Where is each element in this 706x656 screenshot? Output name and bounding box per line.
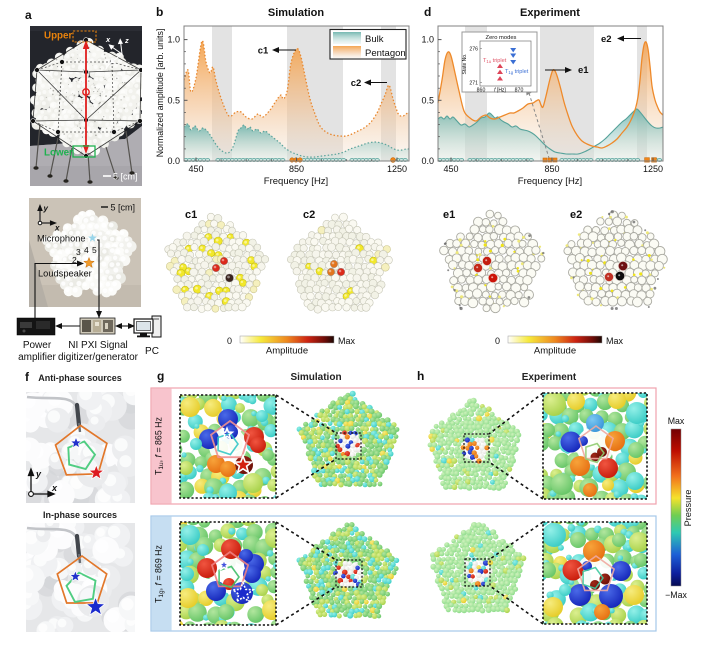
svg-text:e1: e1: [578, 65, 589, 76]
svg-text:Max: Max: [606, 336, 624, 346]
svg-text:0.5: 0.5: [167, 95, 180, 105]
svg-text:e2: e2: [570, 209, 582, 221]
svg-text:0: 0: [227, 336, 232, 346]
svg-text:Pentagon: Pentagon: [365, 48, 406, 59]
svg-text:Microphone: Microphone: [37, 234, 86, 244]
svg-text:T1g, f = 869 Hz: T1g, f = 869 Hz: [154, 545, 166, 603]
svg-text:Pressure: Pressure: [683, 490, 693, 527]
svg-text:y: y: [35, 469, 42, 479]
svg-text:1.0: 1.0: [167, 35, 180, 45]
svg-text:a: a: [25, 8, 32, 22]
svg-text:b: b: [156, 5, 163, 19]
svg-text:Frequency [Hz]: Frequency [Hz]: [264, 176, 328, 187]
svg-text:g: g: [157, 369, 164, 383]
svg-text:860: 860: [477, 88, 486, 94]
svg-text:State No.: State No.: [462, 54, 468, 75]
svg-text:870: 870: [515, 88, 524, 94]
svg-text:c1: c1: [185, 209, 197, 221]
svg-text:450: 450: [188, 164, 203, 174]
svg-text:−Max: −Max: [665, 590, 687, 600]
svg-text:Max: Max: [338, 336, 356, 346]
svg-text:0.5: 0.5: [421, 95, 434, 105]
svg-text:Lower: Lower: [44, 148, 73, 159]
svg-text:Frequency [Hz]: Frequency [Hz]: [518, 176, 582, 187]
svg-text:Anti-phase sources: Anti-phase sources: [38, 373, 122, 383]
svg-text:Upper: Upper: [44, 31, 72, 42]
svg-text:Amplitude: Amplitude: [534, 346, 576, 357]
svg-text:d: d: [424, 5, 431, 19]
svg-text:Max: Max: [668, 416, 685, 426]
svg-text:271: 271: [469, 81, 478, 87]
svg-text:x: x: [51, 483, 58, 493]
svg-text:Loudspeaker: Loudspeaker: [38, 269, 92, 279]
svg-text:y: y: [43, 204, 49, 213]
svg-text:Experiment: Experiment: [520, 7, 580, 19]
svg-text:f [Hz]: f [Hz]: [494, 88, 506, 94]
svg-text:5: 5: [92, 245, 97, 255]
svg-text:Normalized amplitude [arb. uni: Normalized amplitude [arb. units]: [155, 29, 165, 158]
svg-text:z: z: [124, 36, 129, 45]
svg-text:Simulation: Simulation: [268, 7, 325, 19]
svg-text:3: 3: [76, 247, 81, 257]
svg-text:Simulation: Simulation: [290, 372, 341, 383]
svg-text:c2: c2: [351, 78, 362, 89]
svg-text:y: y: [104, 61, 110, 70]
svg-text:Experiment: Experiment: [522, 372, 577, 383]
svg-text:450: 450: [443, 164, 458, 174]
svg-text:digitizer/generator: digitizer/generator: [58, 352, 139, 363]
svg-text:Zero modes: Zero modes: [486, 35, 517, 41]
svg-text:T1u, f = 865 Hz: T1u, f = 865 Hz: [154, 417, 166, 475]
svg-text:x: x: [105, 35, 111, 44]
svg-text:850: 850: [544, 164, 559, 174]
svg-text:PC: PC: [145, 346, 159, 357]
svg-text:T1g triplet: T1g triplet: [505, 69, 529, 75]
svg-text:Amplitude: Amplitude: [266, 346, 308, 357]
svg-text:0: 0: [495, 336, 500, 346]
svg-text:NI PXI Signal: NI PXI Signal: [68, 340, 127, 351]
svg-text:h: h: [417, 369, 424, 383]
svg-text:c2: c2: [303, 209, 315, 221]
svg-text:0.0: 0.0: [421, 156, 434, 166]
svg-text:T1u triplet: T1u triplet: [483, 58, 507, 64]
svg-text:4: 4: [84, 245, 89, 255]
svg-text:850: 850: [289, 164, 304, 174]
svg-text:e2: e2: [601, 34, 612, 45]
svg-text:0.0: 0.0: [167, 156, 180, 166]
svg-text:e1: e1: [443, 209, 455, 221]
svg-text:1.0: 1.0: [421, 35, 434, 45]
svg-text:5 [cm]: 5 [cm]: [111, 203, 136, 213]
svg-text:276: 276: [469, 47, 478, 53]
svg-text:5 [cm]: 5 [cm]: [113, 172, 138, 182]
svg-text:f: f: [25, 370, 30, 384]
svg-text:2: 2: [72, 255, 77, 265]
svg-text:In-phase sources: In-phase sources: [43, 510, 117, 520]
svg-text:Bulk: Bulk: [365, 34, 384, 45]
svg-text:Power: Power: [23, 340, 52, 351]
svg-text:1250: 1250: [387, 164, 407, 174]
svg-text:amplifier: amplifier: [18, 352, 56, 363]
svg-text:x: x: [54, 224, 60, 233]
svg-text:1250: 1250: [643, 164, 663, 174]
svg-text:c1: c1: [258, 46, 269, 57]
